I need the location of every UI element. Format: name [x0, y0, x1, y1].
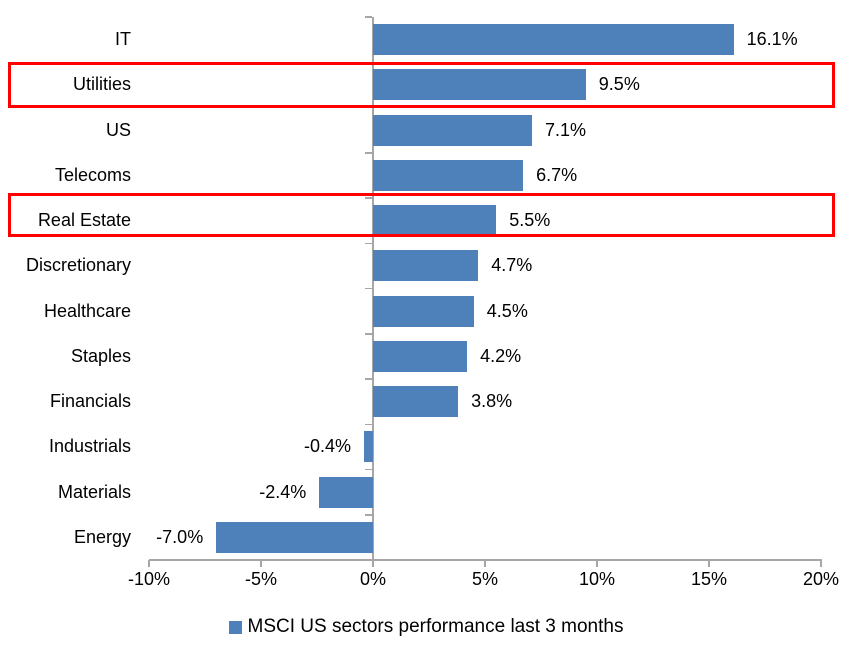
- value-label: 4.2%: [480, 345, 522, 366]
- x-axis-tick: [372, 560, 374, 567]
- category-label: Telecoms: [54, 164, 131, 185]
- x-axis-tick-label: 10%: [578, 569, 616, 589]
- bar: [373, 69, 586, 101]
- value-label: -7.0%: [156, 526, 204, 547]
- category-boundary-tick: [365, 423, 372, 425]
- value-label: 16.1%: [746, 29, 798, 49]
- value-label: 5.5%: [509, 210, 551, 230]
- x-axis-tick-label: -10%: [127, 569, 171, 589]
- x-axis-tick: [596, 560, 598, 567]
- category-boundary-tick: [365, 468, 372, 471]
- category-label: Industrials: [48, 436, 131, 457]
- value-label: 4.7%: [491, 255, 533, 276]
- x-axis-tick-label: 15%: [690, 569, 728, 589]
- x-axis-tick-label: 5%: [471, 569, 498, 589]
- value-label: -2.4%: [259, 481, 307, 502]
- bar: [373, 250, 479, 282]
- highlight-box-real-estate: [8, 193, 835, 237]
- category-boundary-tick: [365, 242, 372, 244]
- bar: [364, 431, 373, 463]
- value-label: -0.4%: [304, 436, 352, 457]
- category-label: Materials: [57, 481, 131, 502]
- category-label: Financials: [49, 391, 131, 411]
- category-boundary-tick: [365, 378, 372, 380]
- category-label: IT: [115, 29, 131, 49]
- category-boundary-tick: [365, 333, 372, 335]
- bar: [373, 114, 533, 146]
- legend: MSCI US sectors performance last 3 month…: [0, 613, 852, 641]
- category-label: Real Estate: [37, 210, 131, 230]
- category-label: Healthcare: [43, 300, 131, 321]
- y-axis-zero-line: [372, 17, 374, 560]
- bar: [373, 295, 474, 327]
- value-label: 6.7%: [536, 164, 578, 185]
- value-label: 4.5%: [486, 300, 528, 321]
- bar: [373, 340, 468, 372]
- category-label: Discretionary: [25, 255, 131, 276]
- x-axis-tick: [148, 560, 150, 567]
- bar: [216, 521, 373, 553]
- value-label: 9.5%: [598, 74, 640, 95]
- value-label: 3.8%: [471, 391, 513, 411]
- category-label: Staples: [70, 345, 131, 366]
- legend-swatch-icon: [228, 620, 242, 634]
- x-axis-tick: [484, 560, 486, 567]
- x-axis-tick: [820, 560, 822, 567]
- bar: [373, 205, 497, 237]
- category-boundary-tick: [365, 152, 372, 154]
- category-label: US: [105, 119, 131, 140]
- x-axis-tick: [260, 560, 262, 567]
- category-boundary-tick: [365, 16, 372, 18]
- category-boundary-tick: [365, 514, 372, 516]
- bar: [319, 476, 373, 508]
- x-axis-tick-label: -5%: [244, 569, 277, 589]
- category-label: Utilities: [72, 74, 131, 95]
- legend-label: MSCI US sectors performance last 3 month…: [247, 616, 624, 637]
- x-axis-tick: [708, 560, 710, 567]
- x-axis-tick-label: 20%: [802, 569, 840, 589]
- value-label: 7.1%: [545, 119, 587, 140]
- x-axis-tick-label: 0%: [359, 569, 386, 589]
- bar: [373, 159, 524, 191]
- bar: [373, 24, 734, 56]
- bar: [373, 386, 459, 418]
- category-boundary-tick: [365, 287, 372, 290]
- highlight-box-utilities: [8, 61, 835, 108]
- category-boundary-tick: [365, 197, 372, 199]
- category-label: Energy: [73, 526, 131, 547]
